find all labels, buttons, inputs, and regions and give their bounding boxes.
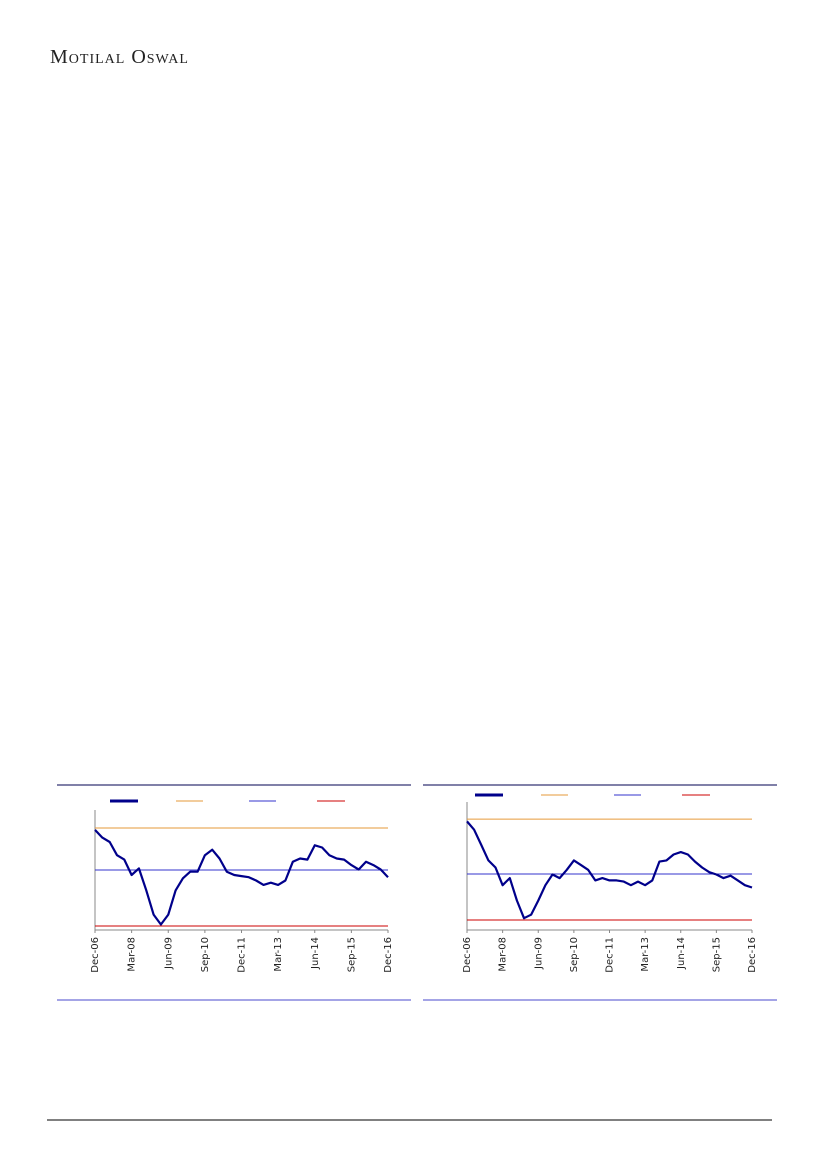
- x-tick-label: Dec-11: [237, 937, 248, 973]
- series-line: [466, 820, 753, 920]
- x-tick-label: Sep-10: [200, 937, 211, 972]
- x-tick-label: Mar-08: [127, 937, 138, 972]
- x-tick-label: Dec-06: [90, 937, 101, 973]
- x-tick-label: Jun-14: [310, 937, 321, 970]
- brand: Motilal Oswal: [50, 46, 189, 68]
- x-tick-label: Mar-08: [498, 937, 509, 972]
- x-tick-label: Sep-15: [346, 937, 357, 972]
- x-tick-label: Sep-10: [569, 937, 580, 972]
- x-tick-label: Dec-16: [747, 937, 758, 973]
- x-tick-label: Jun-14: [676, 937, 687, 970]
- series-line: [94, 829, 389, 926]
- x-tick-label: Mar-13: [640, 937, 651, 972]
- x-tick-label: Sep-15: [711, 937, 722, 972]
- x-tick-label: Dec-11: [605, 937, 616, 973]
- x-tick-label: Jun-09: [533, 937, 544, 970]
- x-tick-label: Dec-16: [383, 937, 394, 973]
- x-tick-label: Jun-09: [163, 937, 174, 970]
- x-tick-label: Dec-06: [462, 937, 473, 973]
- x-tick-label: Mar-13: [273, 937, 284, 972]
